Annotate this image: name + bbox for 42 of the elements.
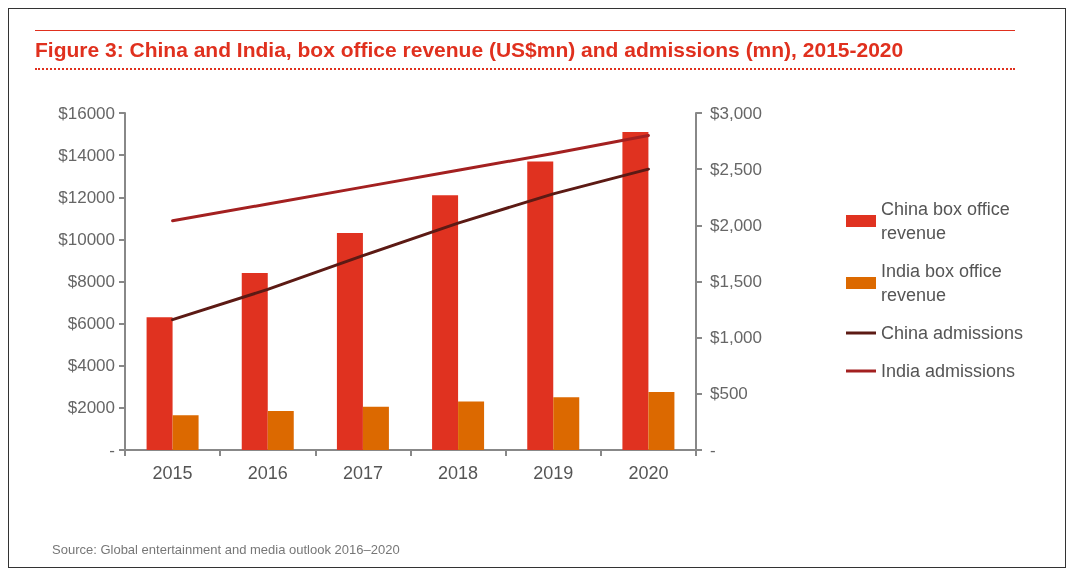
bar — [146, 317, 173, 450]
y-tick-label: $14000 — [58, 145, 115, 165]
bar — [432, 195, 459, 450]
source-note: Source: Global entertainment and media outlook 2016–2020 — [52, 542, 400, 557]
y2-tick-label: $1,000 — [710, 328, 762, 348]
y2-tick-label: $500 — [710, 384, 748, 404]
x-tick-label: 2018 — [438, 463, 479, 483]
bar — [241, 273, 268, 450]
bar — [267, 411, 294, 450]
bar — [336, 233, 363, 450]
x-tick-label: 2015 — [152, 463, 193, 483]
bar — [458, 401, 485, 450]
y-tick-label: $4000 — [67, 356, 115, 376]
y-tick-label: $6000 — [67, 314, 115, 334]
y-tick-label: $10000 — [58, 229, 115, 249]
x-tick-label: 2017 — [342, 463, 383, 483]
legend-label: China box office revenue — [881, 199, 1015, 243]
y2-tick-label: $2,500 — [710, 159, 762, 179]
y-tick-label: $12000 — [58, 187, 115, 207]
bar — [527, 161, 554, 450]
y2-tick-label: $3,000 — [710, 103, 762, 123]
bar — [172, 415, 199, 450]
line-series — [171, 133, 650, 223]
legend-label: China admissions — [881, 323, 1024, 343]
chart-title: Figure 3: China and India, box office revenue (US$mn) and admissions (mn), 2015-2020 — [35, 38, 1015, 70]
line-series — [171, 167, 650, 322]
legend-label: India box office revenue — [881, 261, 1007, 305]
y-tick-label: $16000 — [58, 103, 115, 123]
y-tick-label: $8000 — [67, 272, 115, 291]
bar — [553, 397, 580, 450]
y2-tick-label: $1,500 — [710, 272, 762, 291]
y-tick-label: $2000 — [67, 398, 115, 418]
y2-tick-label: - — [710, 440, 716, 460]
legend-label: India admissions — [881, 361, 1016, 381]
x-tick-label: 2019 — [533, 463, 574, 483]
bar — [622, 131, 649, 450]
bar — [648, 392, 675, 450]
y-tick-label: - — [109, 440, 115, 460]
x-tick-label: 2020 — [628, 463, 669, 483]
bar — [362, 406, 389, 450]
x-tick-label: 2016 — [247, 463, 288, 483]
y2-tick-label: $2,000 — [710, 215, 762, 235]
